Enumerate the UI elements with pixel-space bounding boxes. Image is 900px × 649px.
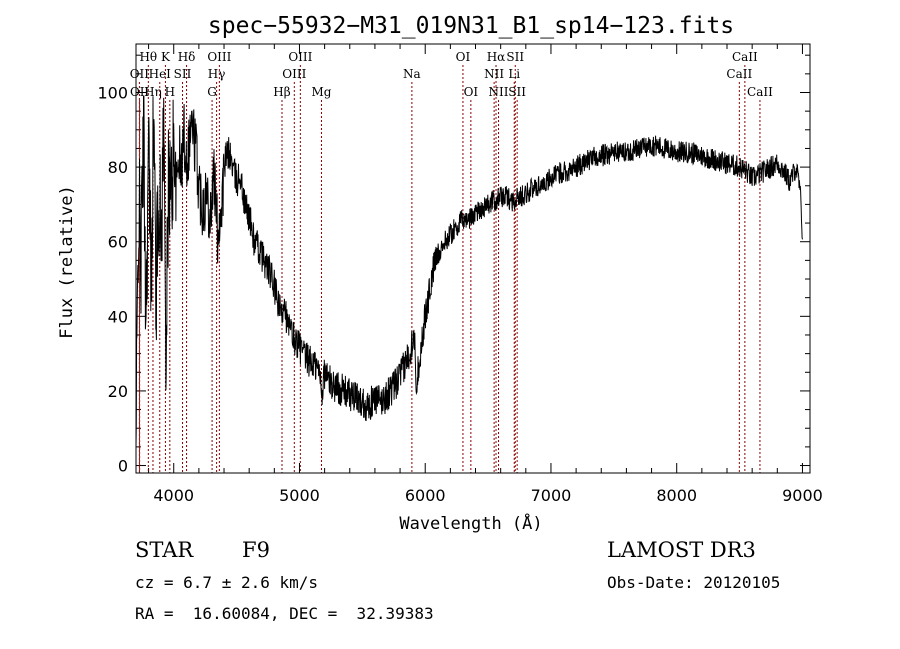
y-tick-label: 100	[97, 83, 128, 102]
line-marker-label: OIII	[282, 67, 306, 81]
line-marker-label: Hθ	[139, 50, 157, 64]
x-tick-label: 5000	[279, 486, 320, 505]
line-marker-label: OIII	[207, 50, 231, 64]
line-marker-label: CaII	[726, 67, 752, 81]
line-marker-label: CaII	[747, 85, 773, 99]
line-marker-label: HeI	[149, 67, 172, 81]
line-marker-label: Hγ	[208, 67, 226, 81]
line-marker-label: Mg	[311, 85, 331, 99]
x-axis-label: Wavelength (Å)	[399, 512, 542, 534]
series	[135, 95, 803, 448]
line-marker-label: Hβ	[273, 85, 290, 99]
line-marker-label: OI	[456, 50, 471, 64]
plot-frame	[135, 43, 811, 474]
line-marker-label: OI	[464, 85, 479, 99]
x-tick-label: 7000	[531, 486, 572, 505]
line-marker-label: OII	[130, 85, 150, 99]
chart-title: spec−55932−M31_019N31_B1_sp14−123.fits	[208, 13, 734, 39]
plot-frame-box	[135, 43, 811, 474]
redshift-value: cz = 6.7 ± 2.6 km/s	[135, 573, 319, 592]
line-marker-label: G	[207, 85, 217, 99]
line-marker-label: NII	[484, 67, 504, 81]
line-marker-label: Hα	[487, 50, 506, 64]
line-marker-label: Hη	[144, 85, 162, 99]
survey-name: LAMOST DR3	[607, 538, 756, 562]
line-marker-label: Hδ	[178, 50, 196, 64]
line-marker-label: K	[161, 50, 171, 64]
spectrum-line	[135, 95, 803, 448]
x-tick-label: 6000	[405, 486, 446, 505]
line-marker-label: H	[165, 85, 175, 99]
y-tick-label: 20	[108, 382, 128, 401]
x-tick-label: 8000	[656, 486, 697, 505]
observation-date: Obs-Date: 20120105	[607, 573, 781, 592]
y-axis-label: Flux (relative)	[57, 185, 77, 339]
coordinates: RA = 16.60084, DEC = 32.39383	[135, 604, 434, 623]
object-class: STAR	[135, 538, 194, 562]
y-tick-label: 80	[108, 158, 128, 177]
axes: 4000 5000 6000 7000 8000 9000 0 20 40 60 80 100	[97, 44, 823, 505]
line-marker-label: SII	[174, 67, 192, 81]
line-marker-label: CaII	[732, 50, 758, 64]
line-marker-label: OIII	[288, 50, 312, 64]
line-marker-label: NII	[489, 85, 509, 99]
line-marker-label: Na	[403, 67, 421, 81]
line-marker-label: OII	[130, 67, 150, 81]
line-marker-label: SII	[508, 85, 526, 99]
line-marker-label: Li	[508, 67, 520, 81]
x-tick-label: 9000	[782, 486, 823, 505]
y-tick-label: 40	[108, 307, 128, 326]
line-marker-label: SII	[506, 50, 524, 64]
y-tick-label: 60	[108, 233, 128, 252]
object-subclass: F9	[242, 538, 270, 562]
y-tick-label: 0	[118, 457, 128, 476]
x-tick-label: 4000	[153, 486, 194, 505]
